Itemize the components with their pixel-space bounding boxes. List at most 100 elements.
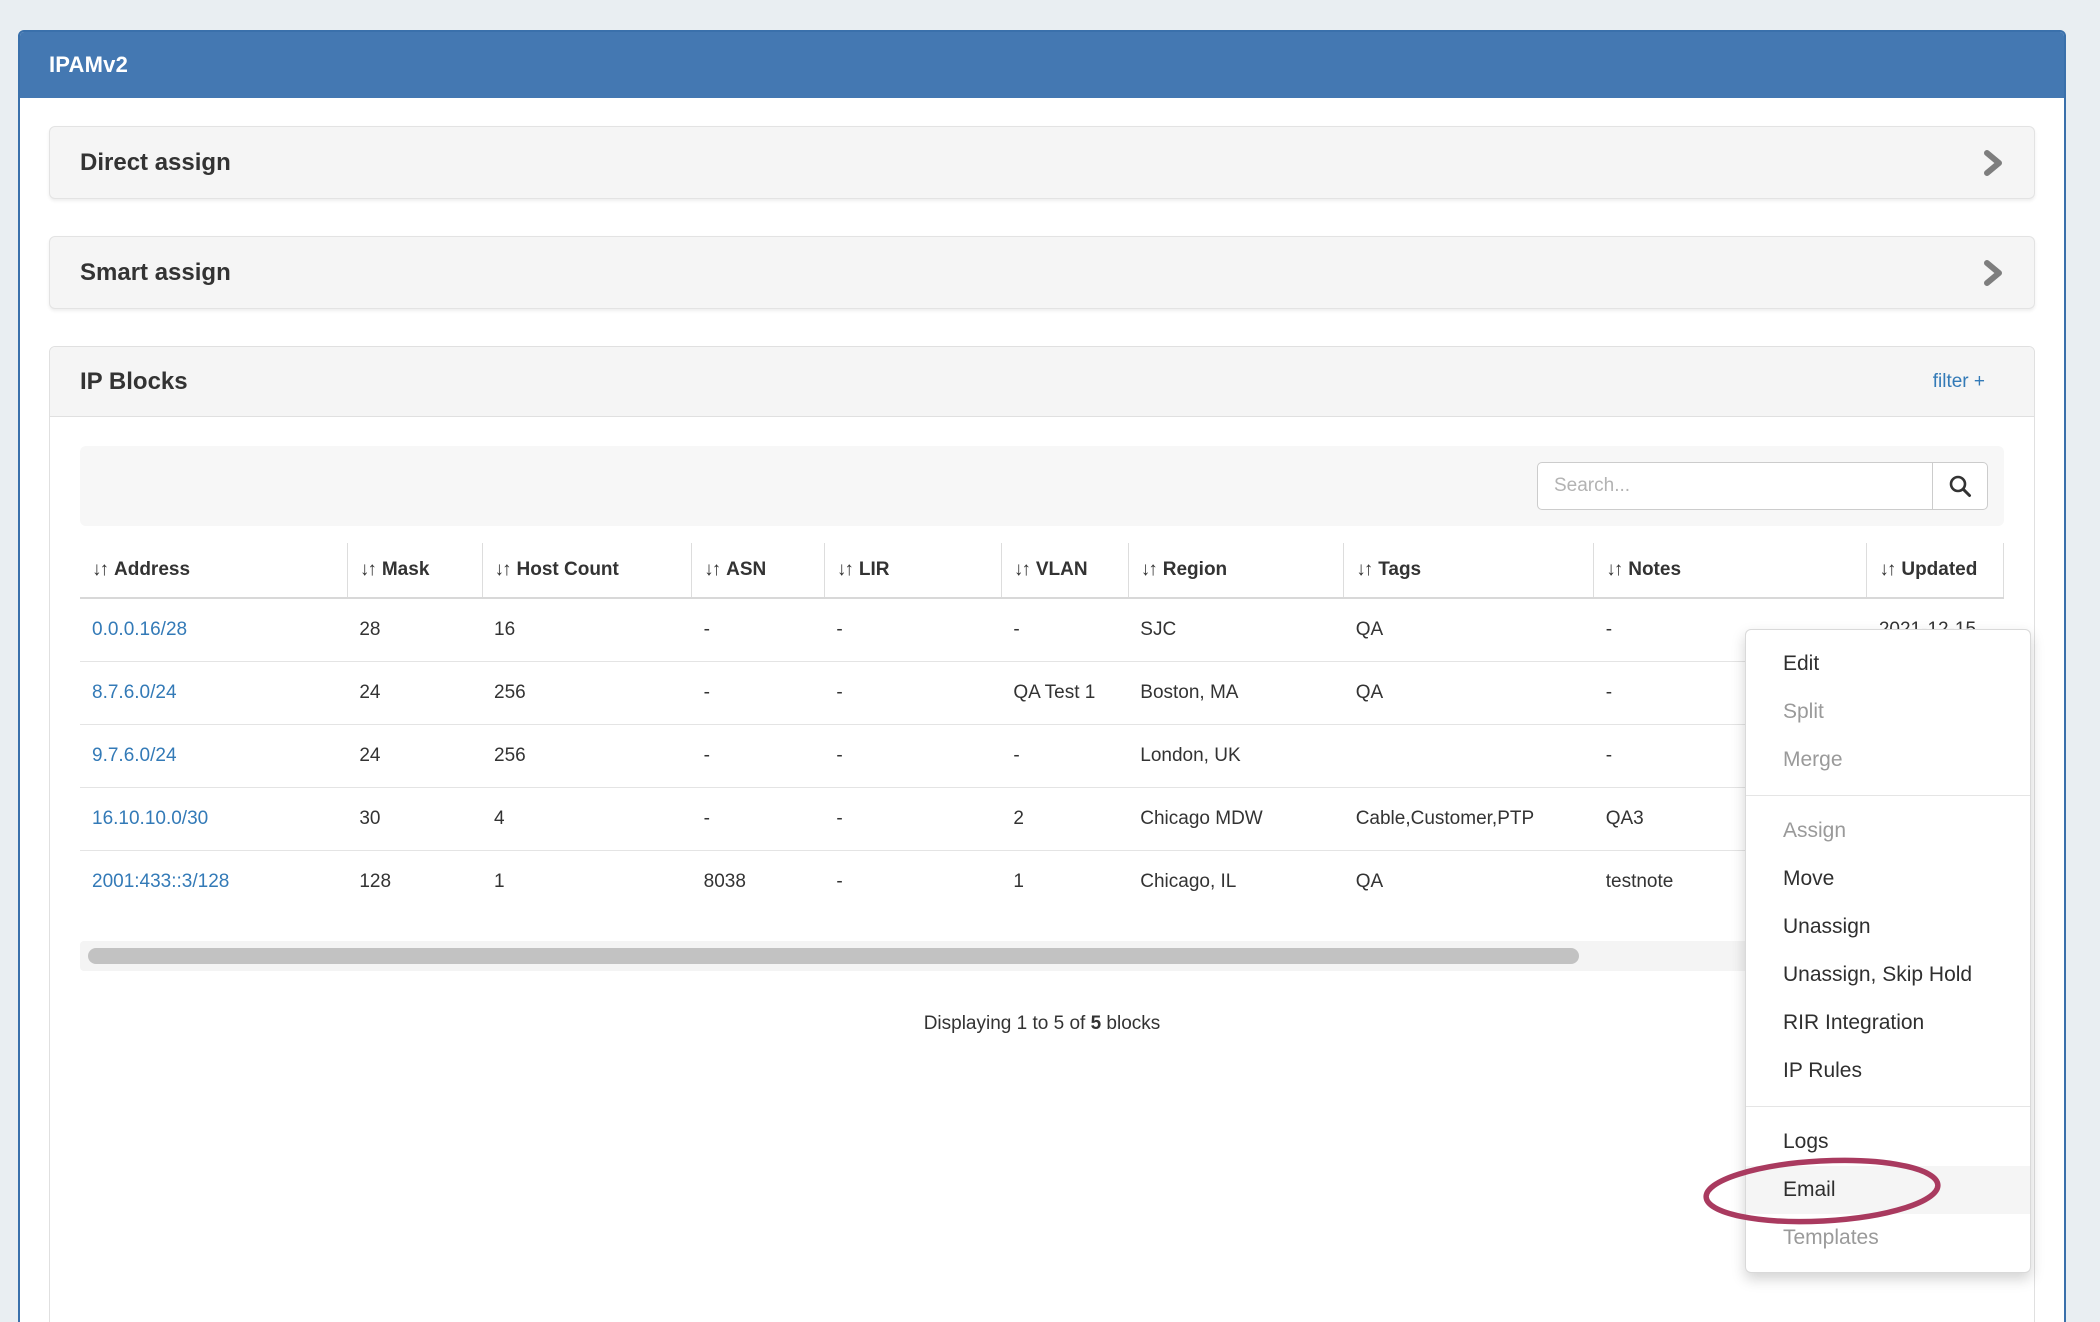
column-label: Address [114,559,191,580]
ip-blocks-header: IP Blocks filter + [50,347,2034,417]
sort-icon: ↓↑ [1606,559,1623,580]
ip-blocks-body: ↓↑Address↓↑Mask↓↑Host Count↓↑ASN↓↑LIR↓↑V… [50,417,2034,1064]
cell-mask: 30 [359,807,381,829]
scrollbar-thumb[interactable] [88,948,1580,964]
table-row: 16.10.10.0/30 30 4 - - 2 Chicago MDW Cable,Cust… [80,787,2004,850]
cell-vlan: - [1013,744,1020,766]
sort-icon: ↓↑ [1356,559,1373,580]
cell-lir: - [836,618,843,640]
filter-link[interactable]: filter + [1932,370,1985,392]
cell-host-count: 4 [494,807,505,829]
cell-asn: - [703,618,710,640]
column-header-tags[interactable]: ↓↑ Tags [1343,543,1594,598]
block-link[interactable]: 16.10.10.0/30 [92,807,209,829]
cell-vlan: 2 [1013,807,1024,829]
cell-tags: QA [1355,870,1384,892]
cell-address: 16.10.10.0/30 [80,787,347,850]
search-input[interactable] [1537,462,1933,510]
column-header-notes[interactable]: ↓↑ Notes [1593,543,1867,598]
menu-item-edit[interactable]: Edit [1783,652,1820,675]
menu-item-move[interactable]: Move [1783,867,1835,890]
column-header-host-count[interactable]: ↓↑ Host Count [481,543,692,598]
sort-icon: ↓↑ [1013,559,1031,580]
horizontal-scrollbar[interactable] [80,941,2004,971]
column-header-vlan[interactable]: ↓↑ VLAN [1000,543,1129,598]
column-header-address[interactable]: ↓↑ Address [80,543,347,598]
cell-region: London, UK [1140,744,1241,766]
smart-assign-toggle[interactable]: Smart assign [49,236,2035,309]
column-label: Tags [1378,559,1422,580]
column-header-asn[interactable]: ↓↑ ASN [691,543,825,598]
cell-asn: 8038 [703,870,746,892]
column-header-lir[interactable]: ↓↑ LIR [823,543,1002,598]
ip-blocks-panel: IP Blocks filter + [49,346,2035,1322]
cell-notes: - [1605,681,1613,703]
search-icon [1949,475,1971,497]
cell-host-count: 256 [494,681,526,703]
summary-suffix: blocks [1101,1013,1161,1034]
sort-icon: ↓↑ [359,559,377,580]
cell-mask: 24 [359,681,381,703]
column-header-mask[interactable]: ↓↑ Mask [346,543,482,598]
cell-mask: 128 [359,870,392,892]
search-button[interactable] [1932,462,1988,510]
cell-vlan: QA Test 1 [1013,681,1096,703]
column-label: Host Count [516,559,619,580]
menu-item-assign: Assign [1783,819,1847,842]
menu-item-email[interactable]: Email [1746,1166,2030,1214]
menu-item-rir-integration[interactable]: RIR Integration [1783,1011,1925,1034]
table-row: 2001:433::3/128 128 1 8038 - 1 Chicago, IL QA te… [80,850,2004,913]
menu-item-ip-rules[interactable]: IP Rules [1783,1059,1862,1082]
menu-item-unassign-skip-hold[interactable]: Unassign, Skip Hold [1783,963,1973,986]
cell-lir: - [836,744,843,766]
cell-address: 2001:433::3/128 [80,850,347,913]
column-label: Notes [1628,559,1682,580]
sort-icon: ↓↑ [1140,559,1158,580]
sort-icon: ↓↑ [836,559,854,580]
cell-asn: - [703,807,710,829]
cell-vlan: - [1013,618,1020,640]
cell-address: 9.7.6.0/24 [80,724,347,787]
sort-icon: ↓↑ [1879,559,1896,580]
cell-host-count: 256 [494,744,526,766]
direct-assign-title: Direct assign [80,148,231,176]
column-header-region[interactable]: ↓↑ Region [1127,543,1344,598]
cell-lir: - [836,681,843,703]
cell-tags [1344,724,1594,787]
direct-assign-toggle[interactable]: Direct assign [49,126,2035,199]
block-link[interactable]: 2001:433::3/128 [92,870,230,892]
menu-divider [1746,795,2030,796]
menu-item-merge: Merge [1783,748,1843,771]
cell-host-count: 1 [494,870,505,892]
block-link[interactable]: 8.7.6.0/24 [92,681,177,703]
summary-prefix: Displaying 1 to 5 of [923,1013,1091,1034]
menu-item-unassign[interactable]: Unassign [1783,915,1871,938]
cell-notes: testnote [1605,870,1674,892]
cell-asn: - [703,744,710,766]
block-link[interactable]: 0.0.0.16/28 [92,618,188,640]
cell-tags: Cable,Customer,PTP [1355,807,1535,829]
cell-lir: - [836,807,843,829]
search-group [1537,462,1988,510]
table-row: 8.7.6.0/24 24 256 - - QA Test 1 Boston, MA QA - [80,661,2004,724]
sort-icon: ↓↑ [704,559,721,580]
ip-blocks-title: IP Blocks [80,367,188,395]
cell-address: 8.7.6.0/24 [80,661,347,724]
ip-blocks-table: ↓↑ Address ↓↑ Mask ↓↑ Host Count ↓↑ ASN ↓↑ LIR ↓↑ V… [80,543,2004,913]
summary-count: 5 [1090,1013,1102,1034]
block-link[interactable]: 9.7.6.0/24 [92,744,177,766]
column-label: ASN [726,559,767,580]
column-header-updated[interactable]: ↓↑ Updated [1866,543,2004,598]
table-header: ↓↑ Address ↓↑ Mask ↓↑ Host Count ↓↑ ASN ↓↑ LIR ↓↑ V… [80,543,2004,598]
menu-item-logs[interactable]: Logs [1783,1130,1829,1153]
cell-lir: - [836,870,843,892]
app-header: IPAMv2 [20,32,2064,98]
cell-region: SJC [1140,618,1177,640]
cell-mask: 28 [359,618,381,640]
app-title: IPAMv2 [49,52,129,77]
cell-tags: QA [1355,618,1384,640]
column-label: LIR [858,559,890,580]
chevron-right-icon [1984,149,2002,176]
